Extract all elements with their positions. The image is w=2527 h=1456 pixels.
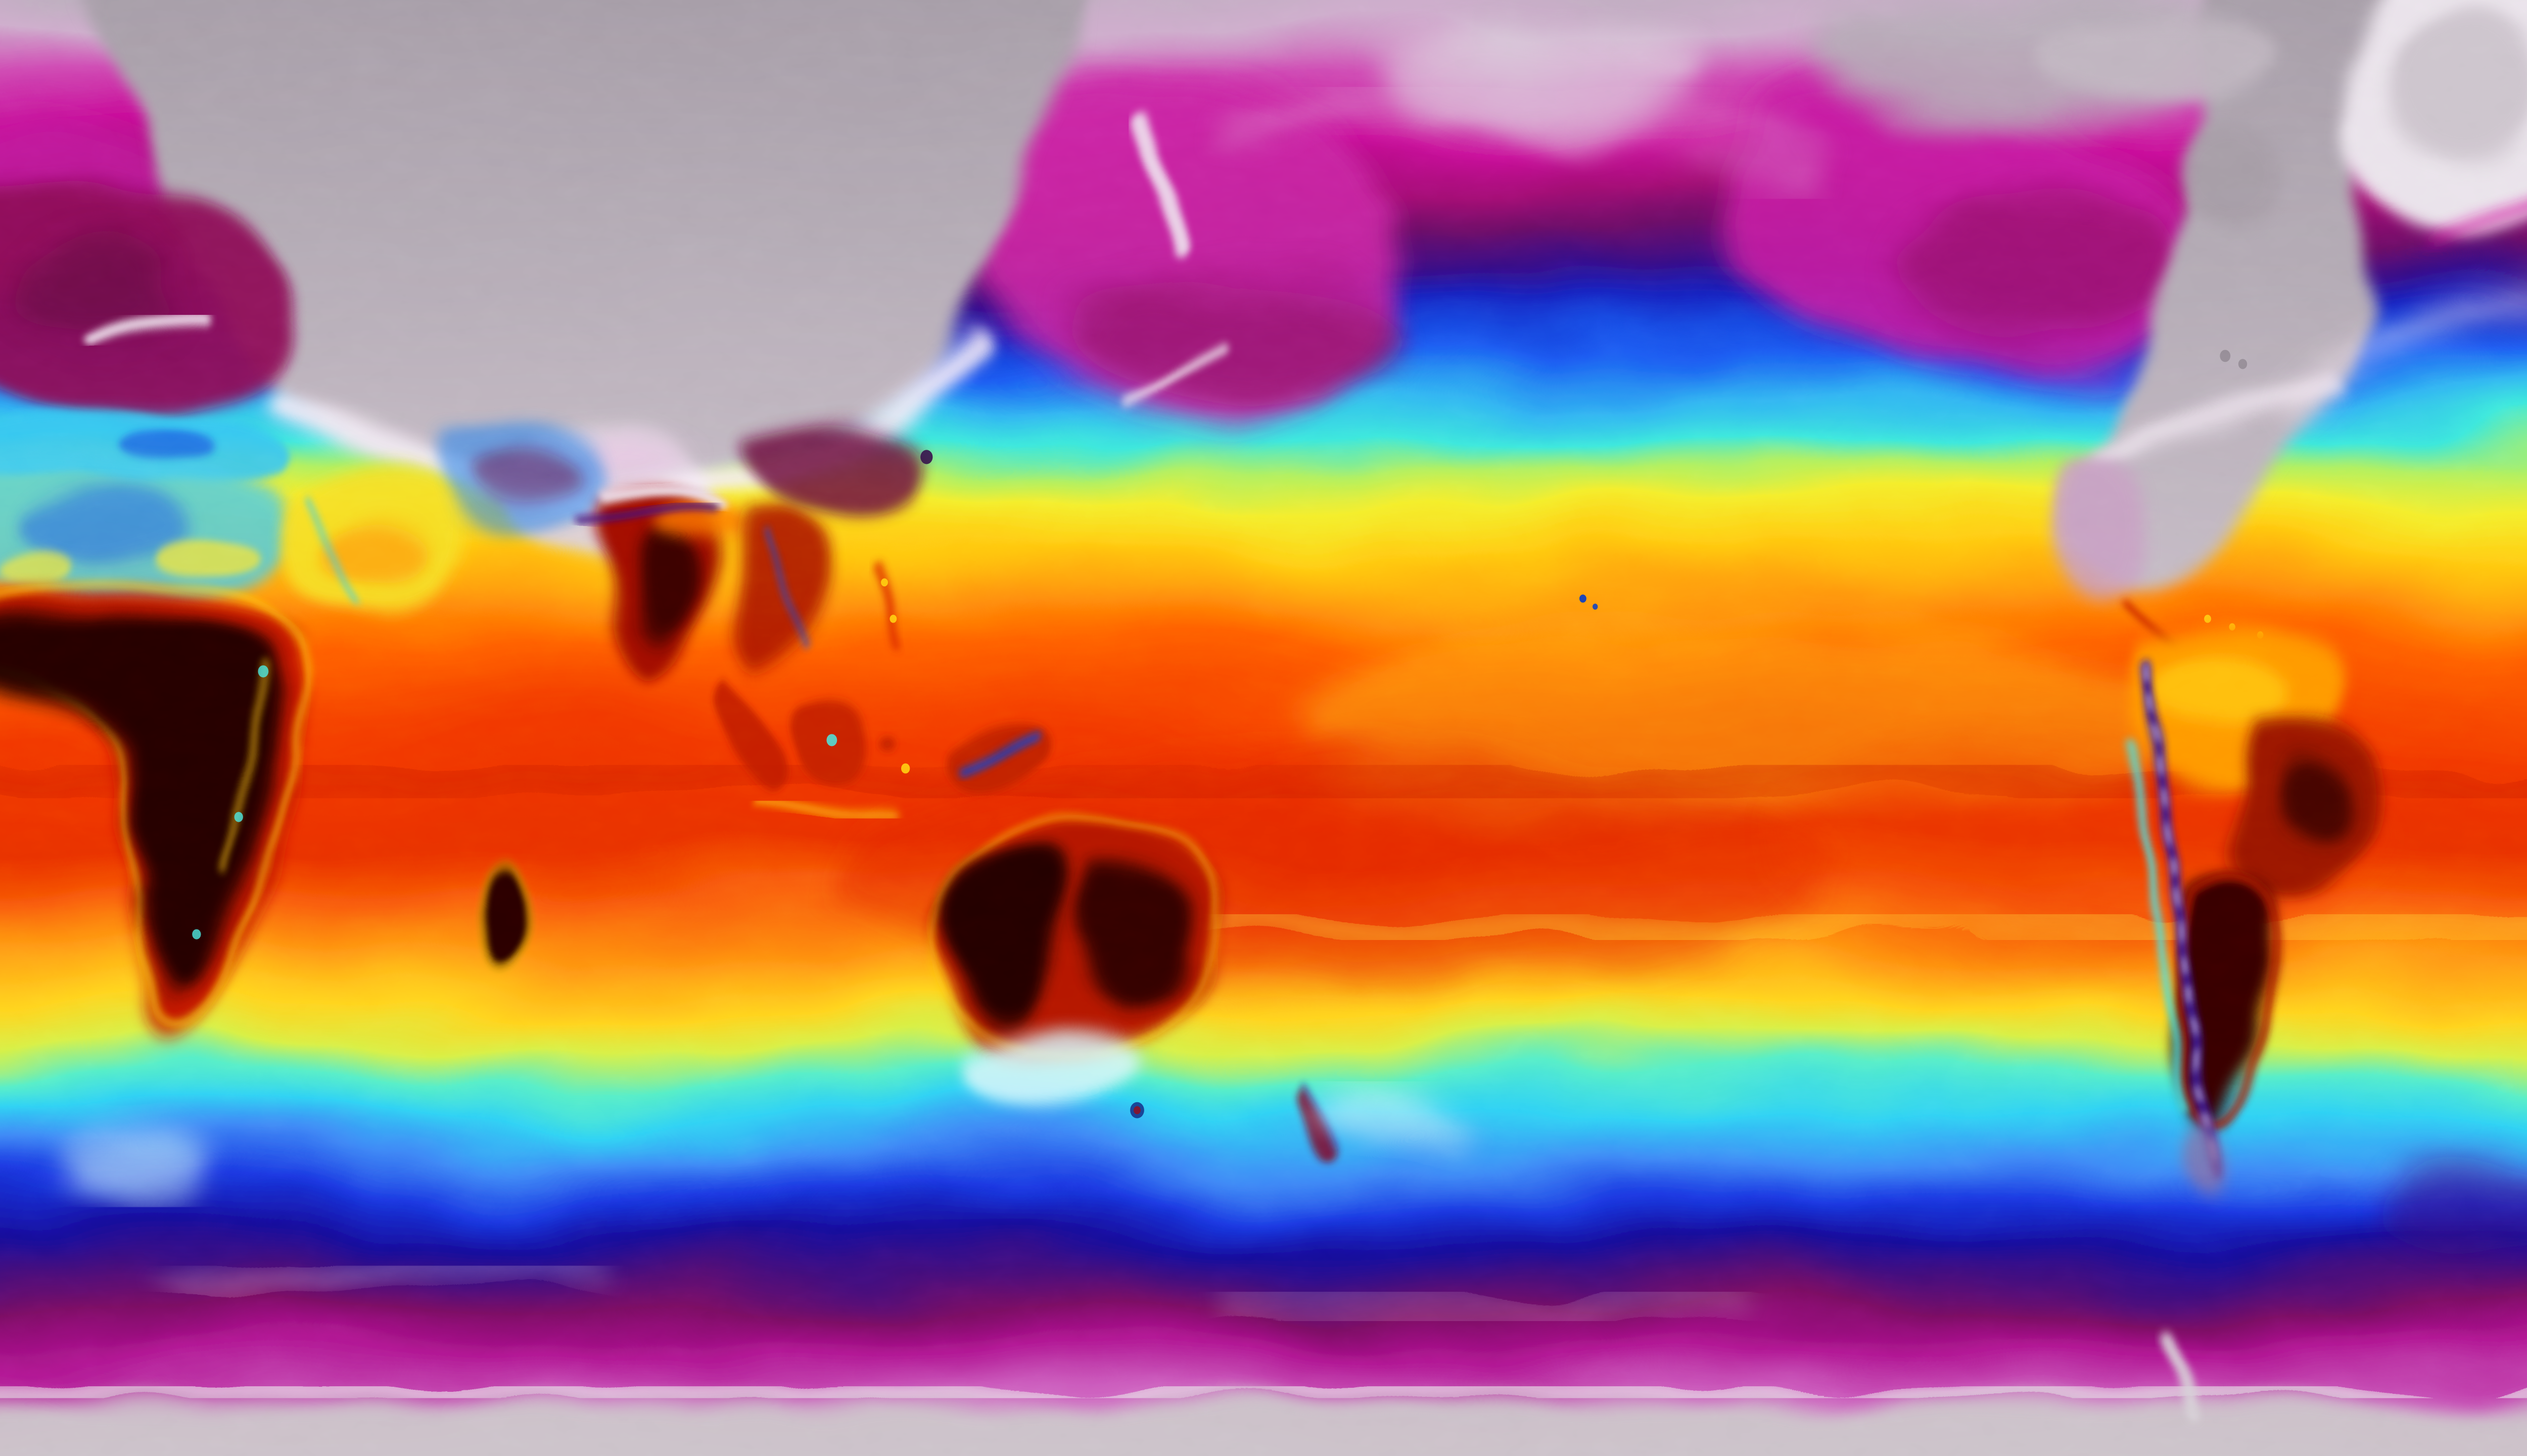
- viewport: False-color global surface temperature m…: [0, 0, 2527, 1456]
- world-temperature-map: False-color global surface temperature m…: [0, 0, 2527, 1456]
- flow-noise-texture: [0, 0, 2527, 1456]
- layer-stack: [0, 0, 2527, 1456]
